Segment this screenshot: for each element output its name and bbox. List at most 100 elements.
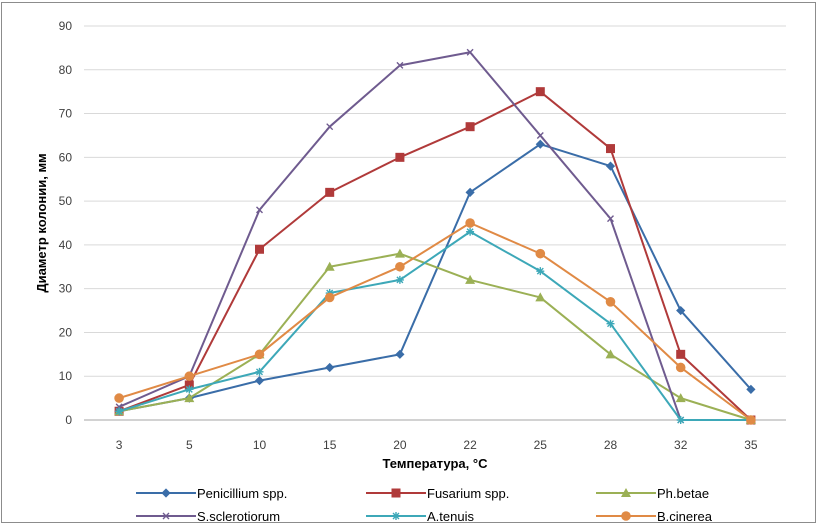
legend: Penicillium spp. Fusarium spp. Ph.betae S.s… <box>136 486 713 524</box>
legend-item: S.sclerotiorum <box>136 509 280 524</box>
x-tick-label: 20 <box>393 438 407 452</box>
data-point <box>185 385 194 394</box>
legend-label: B.cinerea <box>657 509 713 524</box>
data-point <box>607 215 614 223</box>
data-point <box>676 305 686 316</box>
legend-item: Ph.betae <box>596 486 709 501</box>
y-tick-label: 40 <box>59 238 73 252</box>
data-point <box>676 349 686 359</box>
y-tick-label: 10 <box>59 369 73 383</box>
data-point <box>395 152 405 162</box>
data-point <box>465 274 476 284</box>
legend-item: B.cinerea <box>596 509 713 524</box>
data-point <box>676 416 685 424</box>
x-axis-label: Температура, °С <box>383 456 489 471</box>
series-line <box>118 252 752 421</box>
y-tick-label: 80 <box>59 63 73 77</box>
data-point <box>535 87 545 97</box>
legend-item: Penicillium spp. <box>136 486 287 501</box>
y-tick-label: 90 <box>59 19 73 33</box>
data-point <box>184 393 195 403</box>
data-point <box>605 297 616 307</box>
grid-lines <box>84 25 786 421</box>
y-tick-label: 0 <box>65 413 72 427</box>
x-tick-label: 5 <box>186 438 193 452</box>
data-point <box>675 393 686 403</box>
legend-label: A.tenuis <box>427 509 474 524</box>
data-point <box>325 187 335 197</box>
legend-item: Fusarium spp. <box>366 486 509 501</box>
data-point <box>465 187 475 197</box>
data-point <box>605 161 616 171</box>
data-point <box>324 292 335 303</box>
data-point <box>115 407 124 416</box>
x-tick-label: 32 <box>674 438 688 452</box>
data-point <box>396 61 404 69</box>
series-line <box>118 90 752 421</box>
data-point <box>465 218 475 228</box>
data-point <box>256 206 263 214</box>
data-point <box>465 122 475 132</box>
series-3 <box>115 48 755 424</box>
data-point <box>536 131 544 139</box>
legend-label: Ph.betae <box>657 486 709 501</box>
data-point <box>255 367 264 376</box>
data-point <box>114 393 124 403</box>
data-point <box>466 227 475 236</box>
legend-label: Fusarium spp. <box>427 486 509 501</box>
data-point <box>746 384 756 394</box>
data-point <box>606 319 615 328</box>
legend-label: Penicillium spp. <box>197 486 287 501</box>
data-point <box>395 261 405 272</box>
legend-marker <box>621 488 631 497</box>
data-point <box>675 362 686 373</box>
legend-item: A.tenuis <box>366 509 474 524</box>
data-point <box>325 362 335 373</box>
legend-marker <box>391 488 401 498</box>
data-point <box>605 349 616 359</box>
data-point <box>254 349 265 360</box>
y-tick-label: 60 <box>59 150 73 164</box>
y-axis-label: Диаметр колонии, мм <box>34 153 49 292</box>
series-line <box>118 230 751 421</box>
series-0 <box>114 139 756 416</box>
x-tick-label: 25 <box>534 438 548 452</box>
y-tick-label: 70 <box>59 107 73 121</box>
legend-marker <box>621 511 631 521</box>
y-tick-label: 20 <box>59 325 73 339</box>
series-lines <box>114 48 756 425</box>
legend-marker <box>392 512 400 520</box>
series-line <box>118 222 752 421</box>
data-point <box>395 275 404 284</box>
data-point <box>184 380 194 390</box>
data-point <box>606 144 615 154</box>
x-tick-label: 3 <box>116 438 123 452</box>
y-tick-label: 30 <box>59 282 73 296</box>
data-point <box>395 349 405 359</box>
data-point <box>394 248 405 258</box>
x-tick-label: 15 <box>323 438 337 452</box>
data-point <box>536 267 545 276</box>
x-tick-label: 35 <box>744 438 758 452</box>
legend-marker <box>161 488 171 498</box>
data-point <box>535 248 546 259</box>
data-point <box>324 261 335 271</box>
legend-marker <box>162 512 170 520</box>
data-point <box>255 244 264 254</box>
x-tick-labels: 3 5 10 15 20 22 25 28 32 35 <box>116 438 758 452</box>
data-point <box>746 415 756 425</box>
data-point <box>254 376 265 386</box>
data-point <box>184 371 195 382</box>
x-tick-label: 28 <box>604 438 618 452</box>
series-5 <box>114 218 756 425</box>
data-point <box>535 139 545 149</box>
y-tick-labels: 0 10 20 30 40 50 60 70 80 90 <box>59 19 73 427</box>
y-tick-label: 50 <box>59 194 73 208</box>
data-point <box>466 48 474 56</box>
data-point <box>326 123 334 131</box>
data-point <box>535 292 546 302</box>
x-tick-label: 10 <box>253 438 267 452</box>
series-line <box>118 143 752 413</box>
